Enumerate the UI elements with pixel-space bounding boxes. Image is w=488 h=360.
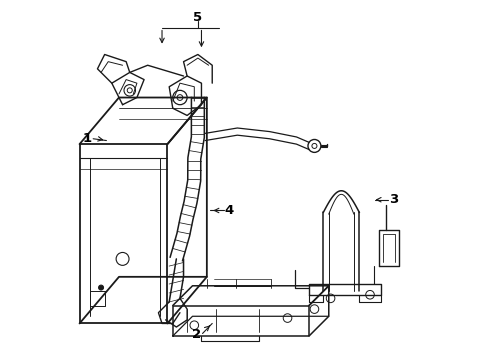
- Circle shape: [99, 285, 103, 290]
- Text: 5: 5: [193, 12, 202, 24]
- Text: 3: 3: [388, 193, 397, 206]
- Text: 1: 1: [82, 132, 91, 145]
- Text: 4: 4: [224, 204, 234, 217]
- Text: 2: 2: [191, 328, 200, 341]
